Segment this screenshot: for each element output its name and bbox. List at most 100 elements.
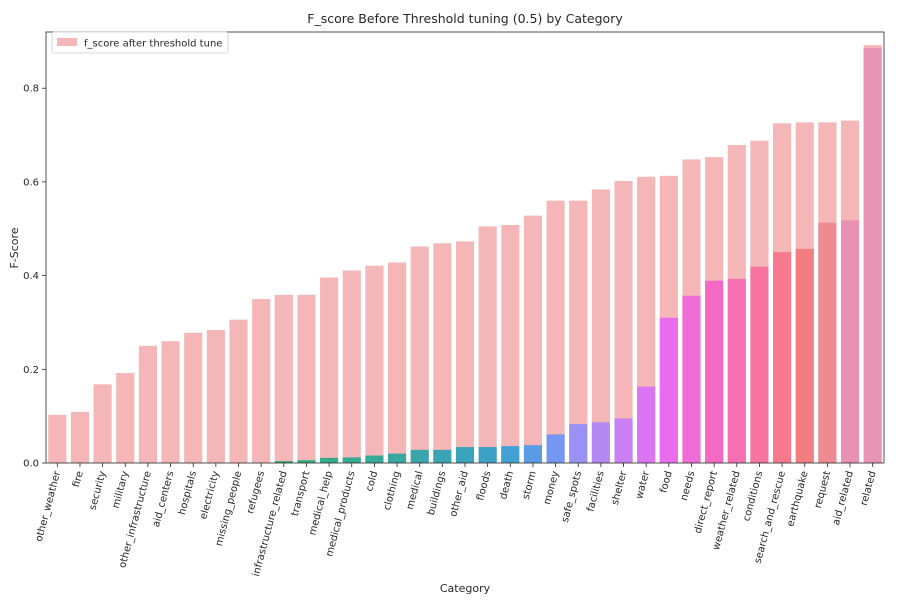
bar-after-storm <box>523 215 543 463</box>
x-tick-label-fire: fire <box>71 470 86 489</box>
y-axis-title: F-Score <box>8 227 21 268</box>
legend: f_score after threshold tune <box>51 31 229 54</box>
bar-before-direct_report <box>705 280 724 463</box>
x-tick-label-safe_spots: safe_spots <box>560 470 584 524</box>
bar-before-facilities <box>591 422 610 463</box>
x-tick-label-food: food <box>658 470 674 494</box>
bar-before-medical_help <box>320 457 339 463</box>
bar-before-request <box>818 222 837 463</box>
bar-after-fire <box>70 411 90 463</box>
bar-before-earthquake <box>795 248 814 463</box>
bar-before-medical_products <box>342 457 361 463</box>
x-tick-label-aid_centers: aid_centers <box>151 470 177 529</box>
bar-after-facilities <box>591 189 610 463</box>
bar-before-conditions <box>750 266 769 463</box>
bar-after-infrastructure_related <box>274 294 293 463</box>
bar-before-transport <box>297 460 316 463</box>
x-tick-label-shelter: shelter <box>610 469 630 506</box>
x-tick-label-facilities: facilities <box>585 470 606 513</box>
bar-after-electricity <box>206 329 225 463</box>
y-tick-label: 0.6 <box>23 177 39 188</box>
y-tick-label: 0.2 <box>23 365 39 376</box>
x-tick-label-aid_related: aid_related <box>831 470 856 527</box>
bar-before-weather_related <box>727 278 746 463</box>
bar-after-security <box>93 384 112 463</box>
bar-before-related <box>863 47 882 464</box>
x-tick-label-electricity: electricity <box>198 470 221 521</box>
bar-after-buildings <box>433 243 452 463</box>
bar-after-medical <box>410 246 429 463</box>
y-tick-label: 0.0 <box>23 459 39 470</box>
x-tick-label-military: military <box>111 470 132 510</box>
bar-before-buildings <box>433 449 452 463</box>
bar-after-shelter <box>614 180 633 464</box>
bar-after-floods <box>478 226 497 463</box>
bar-after-clothing <box>387 262 407 463</box>
bar-after-safe_spots <box>569 200 588 464</box>
bar-before-clothing <box>387 453 407 463</box>
x-tick-label-request: request <box>813 470 833 510</box>
bar-after-other_weather <box>48 414 67 463</box>
bar-before-water <box>637 386 656 463</box>
x-tick-label-transport: transport <box>290 470 313 518</box>
bar-after-transport <box>297 294 316 463</box>
bar-after-money <box>546 200 565 464</box>
bar-after-other_infrastructure <box>138 345 157 463</box>
bar-before-aid_related <box>840 220 860 463</box>
y-tick-label: 0.4 <box>23 271 39 282</box>
x-tick-label-cold: cold <box>364 470 380 493</box>
bar-before-needs <box>682 295 701 463</box>
legend-label: f_score after threshold tune <box>84 39 222 50</box>
x-tick-label-buildings: buildings <box>426 470 448 517</box>
x-tick-label-storm: storm <box>521 470 539 501</box>
bar-after-medical_help <box>320 277 339 463</box>
series-before-tune <box>274 47 882 464</box>
x-tick-label-water: water <box>634 469 652 500</box>
bar-before-storm <box>523 445 543 463</box>
bar-before-medical <box>410 449 429 463</box>
bar-after-refugees <box>252 299 271 463</box>
bar-before-floods <box>478 447 497 463</box>
x-tick-label-direct_report: direct_report <box>693 470 720 535</box>
x-tick-label-clothing: clothing <box>382 470 403 512</box>
bar-after-cold <box>365 265 384 463</box>
x-tick-label-death: death <box>498 470 516 501</box>
bar-after-military <box>116 373 135 463</box>
bar-before-cold <box>365 455 384 463</box>
chart-title: F_score Before Threshold tuning (0.5) by… <box>307 11 623 26</box>
bar-after-other_aid <box>455 241 475 463</box>
bar-after-missing_people <box>229 319 248 463</box>
bar-after-death <box>501 225 520 463</box>
x-tick-label-security: security <box>88 470 109 511</box>
y-axis: 0.0 0.2 0.4 0.6 0.8 <box>23 84 46 470</box>
bar-before-other_aid <box>455 447 475 463</box>
x-tick-label-earthquake: earthquake <box>785 470 810 528</box>
bar-after-hospitals <box>184 332 203 463</box>
x-tick-label-other_weather: other_weather <box>34 469 64 543</box>
x-axis-title: Category <box>440 582 491 595</box>
x-tick-label-related: related <box>859 470 879 507</box>
x-axis: other_weather fire security militaryother_i… <box>34 463 879 578</box>
legend-swatch <box>57 38 77 46</box>
x-tick-label-other_aid: other_aid <box>448 470 471 518</box>
bar-before-death <box>501 446 520 463</box>
x-tick-label-refugees: refugees <box>245 470 267 515</box>
bar-before-infrastructure_related <box>274 461 293 463</box>
x-tick-label-needs: needs <box>679 470 697 502</box>
x-tick-label-conditions: conditions <box>741 470 765 523</box>
bar-before-shelter <box>614 418 633 463</box>
bar-before-food <box>659 317 678 463</box>
bar-after-medical_products <box>342 270 361 463</box>
bar-before-money <box>546 434 565 463</box>
bar-before-search_and_rescue <box>773 252 792 463</box>
legend-box <box>51 31 229 54</box>
bar-before-safe_spots <box>569 424 588 463</box>
bar-after-aid_centers <box>161 341 180 463</box>
x-tick-label-money: money <box>542 470 562 506</box>
x-tick-label-hospitals: hospitals <box>177 470 199 516</box>
plot-area-frame <box>45 31 885 464</box>
x-tick-label-medical: medical <box>405 470 426 511</box>
x-tick-label-floods: floods <box>475 470 493 502</box>
y-tick-label: 0.8 <box>23 84 39 95</box>
